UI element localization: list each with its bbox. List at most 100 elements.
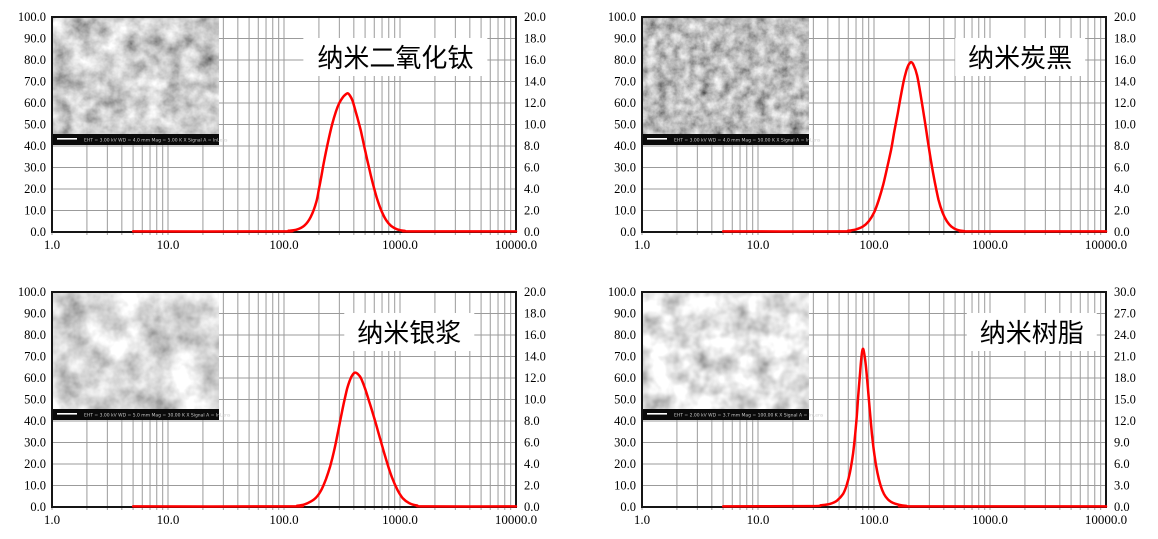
chart-title-box: [966, 313, 1097, 351]
right-axis-tick-label: 2.0: [524, 204, 540, 218]
right-axis-tick-label: 8.0: [524, 139, 540, 153]
left-axis-tick-label: 10.0: [614, 479, 636, 493]
plot-frame: [641, 291, 1107, 508]
x-axis-tick-label: 1000.0: [382, 237, 418, 252]
right-axis-tick-label: 14.0: [1114, 75, 1136, 89]
right-axis-tick-label: 0.0: [524, 225, 540, 239]
left-axis-tick-label: 90.0: [24, 32, 46, 46]
left-axis-tick-label: 90.0: [614, 32, 636, 46]
panel-nano-silver-paste: EHT = 3.00 kV WD = 5.0 mm Mag = 30.00 K …: [0, 275, 579, 539]
chart-nano-titanium-dioxide: EHT = 3.00 kV WD = 4.0 mm Mag = 5.00 K X…: [18, 10, 546, 252]
left-axis-tick-label: 30.0: [614, 436, 636, 450]
sem-scale-bar: [647, 413, 667, 415]
right-axis-tick-label: 30.0: [1114, 285, 1136, 299]
right-axis-tick-label: 2.0: [1114, 204, 1130, 218]
right-axis-tick-label: 18.0: [1114, 32, 1136, 46]
distribution-curve: [131, 371, 518, 508]
x-axis-tick-label: 10000.0: [1085, 237, 1127, 252]
right-axis-tick-label: 18.0: [524, 32, 546, 46]
chart-title-box: [955, 38, 1086, 76]
sem-micrograph: [53, 18, 219, 134]
x-axis-tick-label: 1000.0: [972, 237, 1008, 252]
right-axis-tick-label: 6.0: [1114, 457, 1130, 471]
x-axis-tick-label: 1.0: [44, 237, 60, 252]
right-axis-tick-label: 27.0: [1114, 307, 1136, 321]
left-axis-tick-label: 80.0: [24, 328, 46, 342]
left-axis-tick-label: 100.0: [18, 10, 46, 24]
right-axis-tick-label: 10.0: [524, 393, 546, 407]
left-axis-tick-label: 100.0: [608, 10, 636, 24]
left-axis-tick-label: 0.0: [30, 225, 46, 239]
right-axis-tick-label: 14.0: [524, 75, 546, 89]
left-axis-tick-label: 60.0: [24, 96, 46, 110]
sem-scale-bar: [57, 138, 77, 140]
distribution-curve: [721, 347, 1108, 508]
chart-title-group: 纳米二氧化钛: [303, 38, 488, 76]
chart-title: 纳米银浆: [357, 319, 461, 348]
sem-info-text: EHT = 2.00 kV WD = 3.7 mm Mag = 100.00 K…: [674, 413, 824, 419]
left-axis-tick-label: 20.0: [614, 457, 636, 471]
left-axis-tick-label: 70.0: [614, 75, 636, 89]
sem-info-bar: [643, 409, 809, 420]
left-axis-tick-label: 0.0: [30, 500, 46, 514]
left-axis-tick-label: 90.0: [614, 307, 636, 321]
panel-nano-titanium-dioxide: EHT = 3.00 kV WD = 4.0 mm Mag = 5.00 K X…: [0, 0, 579, 275]
sem-info-bar: [643, 134, 809, 145]
sem-micrograph: [53, 293, 219, 409]
sem-micrograph: [643, 18, 809, 134]
x-axis-tick-label: 1.0: [634, 512, 650, 527]
right-axis-tick-label: 4.0: [524, 457, 540, 471]
sem-scale-bar: [647, 138, 667, 140]
right-axis-tick-label: 16.0: [1114, 53, 1136, 67]
sem-micrograph: [643, 293, 809, 409]
chart-nano-resin: EHT = 2.00 kV WD = 3.7 mm Mag = 100.00 K…: [608, 285, 1136, 527]
chart-title-group: 纳米炭黑: [955, 38, 1086, 76]
right-axis-tick-label: 8.0: [524, 414, 540, 428]
right-axis-tick-label: 0.0: [524, 500, 540, 514]
x-axis-tick-label: 100.0: [269, 237, 298, 252]
x-axis-tick-label: 1000.0: [972, 512, 1008, 527]
right-axis-tick-label: 12.0: [1114, 414, 1136, 428]
chart-nano-silver-paste: EHT = 3.00 kV WD = 5.0 mm Mag = 30.00 K …: [18, 285, 546, 527]
x-axis-tick-label: 1.0: [634, 237, 650, 252]
right-axis-tick-label: 18.0: [524, 307, 546, 321]
chart-title-group: 纳米树脂: [966, 313, 1097, 351]
left-axis-tick-label: 90.0: [24, 307, 46, 321]
left-axis-tick-label: 70.0: [24, 75, 46, 89]
right-axis-tick-label: 2.0: [524, 479, 540, 493]
left-axis-tick-label: 50.0: [614, 393, 636, 407]
sem-info-bar: [53, 134, 219, 145]
left-axis-tick-label: 10.0: [24, 204, 46, 218]
right-axis-tick-label: 20.0: [524, 285, 546, 299]
sem-info-text: EHT = 3.00 kV WD = 5.0 mm Mag = 30.00 K …: [84, 413, 231, 419]
right-axis-tick-label: 12.0: [524, 371, 546, 385]
right-axis-tick-label: 15.0: [1114, 393, 1136, 407]
right-axis-tick-label: 12.0: [524, 96, 546, 110]
sem-scale-bar: [57, 413, 77, 415]
left-axis-tick-label: 10.0: [24, 479, 46, 493]
right-axis-tick-label: 4.0: [524, 182, 540, 196]
right-axis-tick-label: 9.0: [1114, 436, 1130, 450]
left-axis-tick-label: 70.0: [24, 350, 46, 364]
left-axis-tick-label: 0.0: [620, 225, 636, 239]
sem-info-text: EHT = 3.00 kV WD = 4.0 mm Mag = 50.00 K …: [674, 138, 821, 144]
chart-title: 纳米炭黑: [968, 44, 1072, 73]
right-axis-tick-label: 24.0: [1114, 328, 1136, 342]
right-axis-tick-label: 3.0: [1114, 479, 1130, 493]
left-axis-tick-label: 100.0: [18, 285, 46, 299]
right-axis-tick-label: 18.0: [1114, 371, 1136, 385]
left-axis-tick-label: 80.0: [24, 53, 46, 67]
left-axis-tick-label: 60.0: [24, 371, 46, 385]
sem-info-text: EHT = 3.00 kV WD = 4.0 mm Mag = 5.00 K X…: [84, 138, 228, 144]
left-axis-tick-label: 80.0: [614, 53, 636, 67]
x-axis-tick-label: 10.0: [747, 512, 770, 527]
right-axis-tick-label: 12.0: [1114, 96, 1136, 110]
left-axis-tick-label: 50.0: [24, 393, 46, 407]
panel-nano-resin: EHT = 2.00 kV WD = 3.7 mm Mag = 100.00 K…: [590, 275, 1158, 539]
right-axis-tick-label: 14.0: [524, 350, 546, 364]
chart-title: 纳米二氧化钛: [317, 44, 473, 73]
axis-labels: 0.0 0.0 10.0 2.0 20.0 4.0 30.0 6.0 40.0 8.0 50.0 10…: [608, 10, 1136, 252]
distribution-curve: [721, 60, 1108, 233]
left-axis-tick-label: 30.0: [24, 161, 46, 175]
x-axis-tick-label: 10000.0: [1085, 512, 1127, 527]
